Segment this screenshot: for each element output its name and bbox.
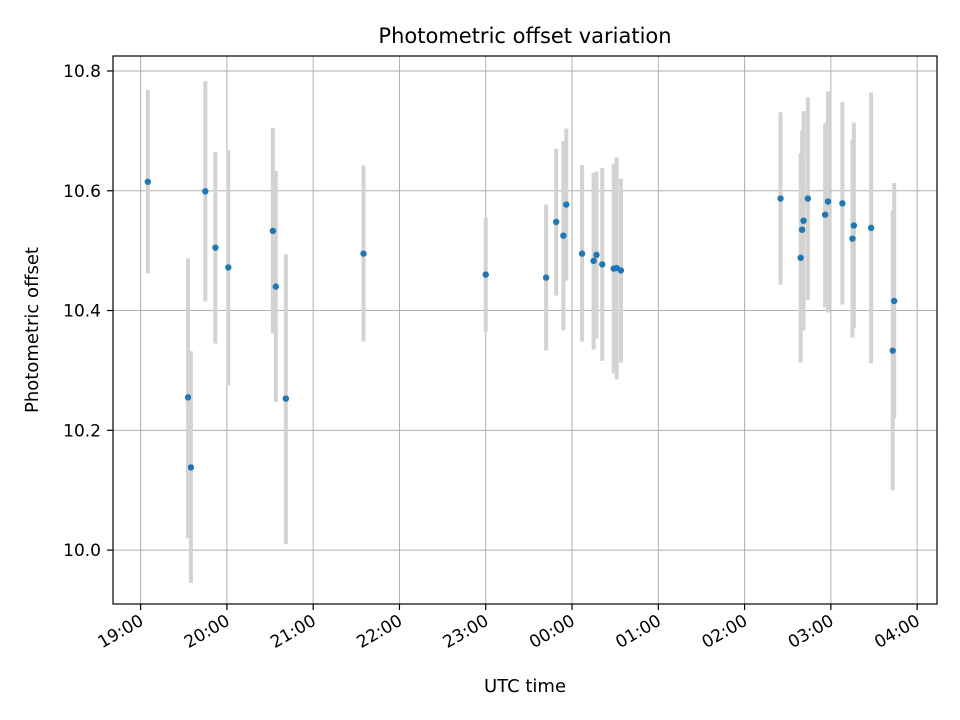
data-point	[593, 251, 600, 259]
data-point	[824, 198, 832, 205]
data-point	[212, 244, 219, 251]
data-point	[542, 274, 550, 281]
y-tick-label: 10.4	[63, 302, 101, 322]
data-point	[839, 200, 846, 207]
x-axis-label: UTC time	[484, 676, 566, 697]
data-point	[225, 264, 232, 271]
data-point	[797, 254, 804, 262]
data-point	[867, 224, 875, 232]
data-point	[617, 267, 625, 274]
y-tick-label: 10.6	[63, 182, 101, 202]
data-point	[800, 217, 807, 224]
data-point	[282, 395, 290, 402]
data-point	[890, 297, 898, 305]
data-point	[821, 211, 829, 218]
data-point	[578, 250, 586, 257]
data-point	[849, 235, 856, 242]
data-point	[482, 271, 489, 278]
data-points	[144, 178, 898, 471]
y-tick-label: 10.0	[63, 541, 101, 561]
data-point	[798, 226, 806, 233]
data-point	[360, 250, 367, 257]
y-axis-label: Photometric offset	[22, 247, 43, 413]
data-point	[599, 261, 606, 268]
data-point	[553, 218, 560, 226]
data-point	[269, 227, 277, 235]
y-tick-label: 10.2	[63, 421, 101, 441]
y-tick-label: 10.8	[63, 62, 101, 82]
data-point	[850, 222, 858, 229]
data-point	[563, 201, 570, 208]
plot-area-frame	[112, 55, 938, 605]
grid	[113, 56, 937, 604]
data-point	[202, 188, 209, 195]
data-point	[184, 394, 192, 401]
data-point	[777, 195, 784, 202]
data-point	[590, 257, 597, 265]
data-point	[804, 195, 812, 202]
data-point	[187, 464, 195, 471]
data-point	[272, 283, 279, 290]
data-point	[144, 178, 152, 185]
y-axis-ticks: 10.0 10.2 10.4 10.6 10.8	[63, 62, 113, 561]
data-point	[560, 232, 567, 239]
data-point	[889, 347, 896, 354]
chart-title: Photometric offset variation	[378, 24, 671, 48]
